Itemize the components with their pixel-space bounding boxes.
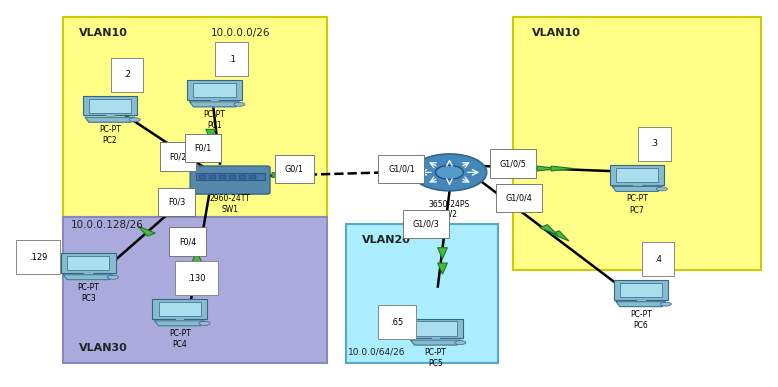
Text: 10.0.0/64/26: 10.0.0/64/26	[348, 348, 405, 357]
FancyBboxPatch shape	[249, 175, 256, 178]
FancyBboxPatch shape	[610, 165, 664, 185]
Polygon shape	[63, 275, 113, 280]
Ellipse shape	[107, 275, 118, 279]
FancyBboxPatch shape	[209, 175, 216, 178]
Polygon shape	[537, 166, 559, 171]
Polygon shape	[206, 129, 216, 140]
Text: F0/2: F0/2	[170, 152, 187, 161]
Polygon shape	[552, 231, 569, 241]
Polygon shape	[211, 100, 219, 102]
FancyBboxPatch shape	[415, 322, 457, 336]
Text: VLAN20: VLAN20	[362, 235, 411, 245]
Text: 3650-24PS
SW2: 3650-24PS SW2	[429, 200, 470, 219]
Text: PC-PT
PC5: PC-PT PC5	[425, 348, 447, 368]
FancyBboxPatch shape	[61, 253, 115, 273]
Text: VLAN10: VLAN10	[532, 28, 581, 38]
Text: F0/1: F0/1	[194, 144, 212, 152]
Text: PC-PT
PC4: PC-PT PC4	[169, 329, 191, 349]
FancyBboxPatch shape	[239, 175, 246, 178]
Ellipse shape	[199, 321, 210, 325]
Polygon shape	[155, 321, 205, 326]
Text: VLAN10: VLAN10	[79, 28, 128, 38]
Polygon shape	[432, 338, 440, 340]
FancyBboxPatch shape	[67, 256, 109, 270]
Text: VLAN30: VLAN30	[79, 343, 128, 353]
Text: 10.0.0.0/26: 10.0.0.0/26	[211, 28, 270, 38]
Ellipse shape	[657, 187, 668, 191]
Polygon shape	[616, 302, 666, 307]
FancyBboxPatch shape	[159, 302, 201, 316]
FancyBboxPatch shape	[187, 80, 242, 100]
Text: .2: .2	[123, 70, 131, 79]
Polygon shape	[551, 166, 573, 171]
Text: PC-PT
PC1: PC-PT PC1	[204, 110, 226, 130]
Text: G1/0/5: G1/0/5	[499, 159, 527, 168]
Text: .4: .4	[654, 255, 662, 264]
Polygon shape	[192, 251, 202, 262]
Text: PC-PT
PC6: PC-PT PC6	[630, 310, 652, 330]
FancyBboxPatch shape	[190, 166, 270, 194]
Ellipse shape	[661, 302, 671, 306]
FancyBboxPatch shape	[219, 175, 226, 178]
Polygon shape	[637, 300, 645, 302]
Ellipse shape	[454, 341, 466, 344]
Polygon shape	[437, 248, 447, 259]
Text: .3: .3	[650, 139, 658, 148]
FancyBboxPatch shape	[198, 175, 205, 178]
Ellipse shape	[234, 103, 245, 106]
Polygon shape	[190, 102, 240, 107]
FancyBboxPatch shape	[346, 224, 498, 363]
Polygon shape	[85, 273, 92, 275]
Polygon shape	[138, 226, 156, 236]
Text: PC-PT
PC7: PC-PT PC7	[626, 194, 648, 214]
Circle shape	[412, 154, 487, 191]
Text: .65: .65	[390, 318, 403, 327]
FancyBboxPatch shape	[194, 83, 236, 98]
FancyBboxPatch shape	[616, 168, 658, 182]
FancyBboxPatch shape	[614, 280, 668, 300]
Text: G1/0/3: G1/0/3	[413, 220, 440, 229]
Polygon shape	[540, 224, 558, 235]
Text: 10.0.0.128/26: 10.0.0.128/26	[71, 220, 144, 230]
Polygon shape	[272, 173, 294, 178]
Text: PC-PT
PC3: PC-PT PC3	[77, 283, 99, 303]
Polygon shape	[411, 340, 461, 345]
Text: G1/0/4: G1/0/4	[506, 194, 533, 203]
Polygon shape	[612, 187, 662, 191]
FancyBboxPatch shape	[152, 300, 207, 319]
Text: G1/0/1: G1/0/1	[388, 165, 415, 174]
Polygon shape	[107, 115, 114, 117]
Circle shape	[436, 166, 464, 179]
FancyBboxPatch shape	[195, 173, 265, 180]
FancyBboxPatch shape	[513, 17, 761, 271]
Text: F0/3: F0/3	[168, 197, 185, 206]
FancyBboxPatch shape	[89, 99, 131, 113]
FancyBboxPatch shape	[63, 17, 327, 217]
Ellipse shape	[129, 118, 140, 122]
FancyBboxPatch shape	[63, 217, 327, 363]
Text: .1: .1	[228, 55, 236, 64]
Text: .129: .129	[29, 253, 47, 262]
Text: F0/4: F0/4	[179, 237, 196, 246]
Polygon shape	[437, 263, 447, 274]
FancyBboxPatch shape	[82, 96, 137, 115]
FancyBboxPatch shape	[620, 283, 662, 297]
Polygon shape	[85, 117, 135, 122]
Polygon shape	[633, 185, 641, 187]
FancyBboxPatch shape	[408, 319, 463, 338]
FancyBboxPatch shape	[229, 175, 236, 178]
Text: .130: .130	[187, 274, 206, 283]
Polygon shape	[176, 319, 184, 321]
Text: G0/1: G0/1	[285, 165, 304, 174]
Polygon shape	[160, 143, 179, 153]
Text: PC-PT
PC2: PC-PT PC2	[99, 125, 121, 146]
Text: 2960-24TT
SW1: 2960-24TT SW1	[209, 194, 251, 214]
